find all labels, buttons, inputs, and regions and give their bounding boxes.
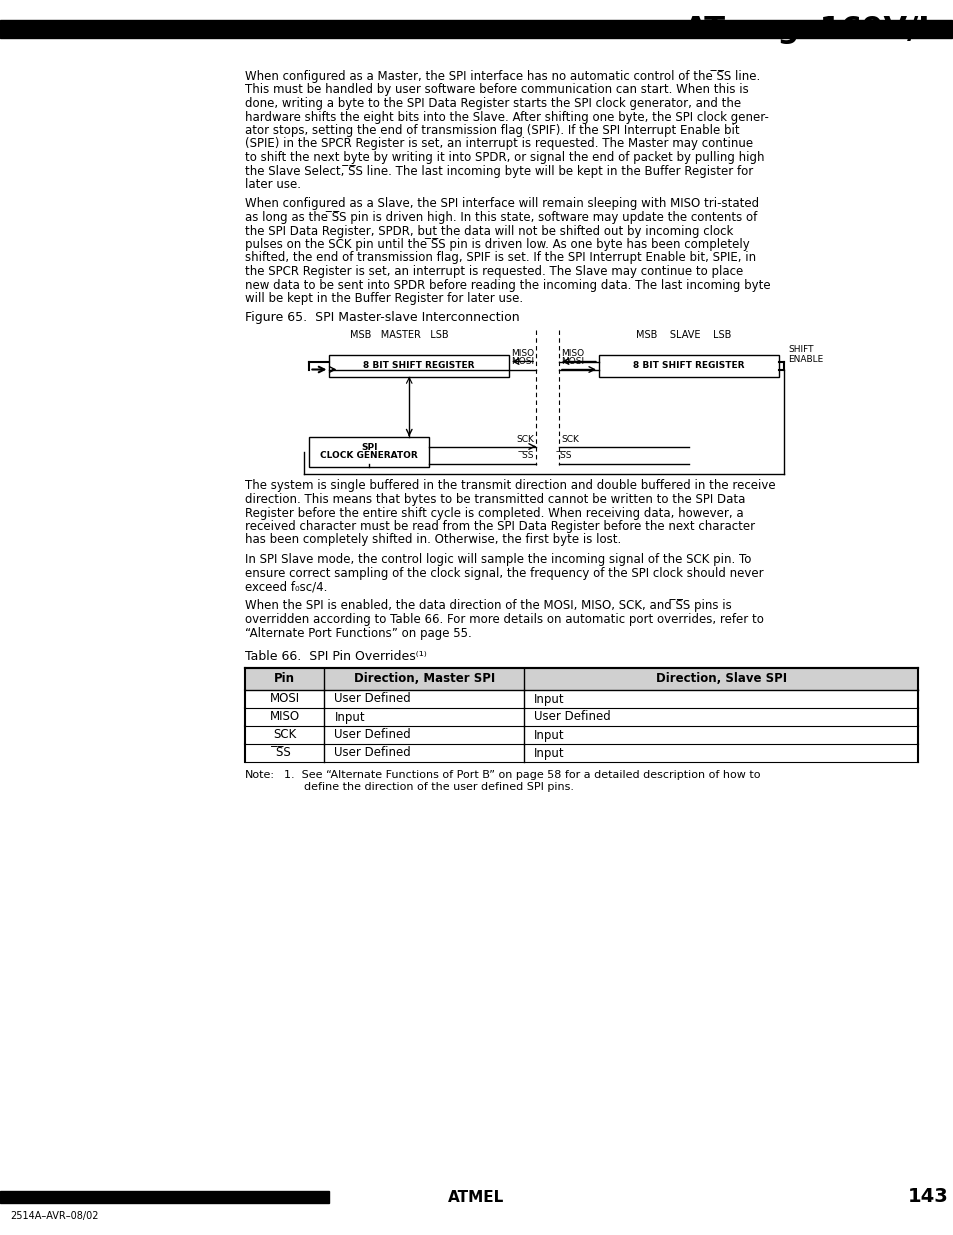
Text: to shift the next byte by writing it into SPDR, or signal the end of packet by p: to shift the next byte by writing it int…: [244, 151, 763, 164]
Text: Table 66.  SPI Pin Overrides⁽¹⁾: Table 66. SPI Pin Overrides⁽¹⁾: [244, 650, 426, 663]
Bar: [329, 354, 509, 377]
Text: ̅S̅S: ̅S̅S: [560, 452, 572, 461]
Text: Input: Input: [534, 693, 564, 705]
Text: Direction, Master SPI: Direction, Master SPI: [354, 673, 495, 685]
Text: MISO: MISO: [269, 710, 299, 724]
Text: 2514A–AVR–08/02: 2514A–AVR–08/02: [10, 1212, 98, 1221]
Text: The system is single buffered in the transmit direction and double buffered in t: The system is single buffered in the tra…: [244, 479, 775, 493]
Text: (SPIE) in the SPCR Register is set, an interrupt is requested. The Master may co: (SPIE) in the SPCR Register is set, an i…: [244, 137, 752, 151]
Text: ̅S̅S: ̅S̅S: [522, 452, 534, 461]
Text: Figure 65.  SPI Master-slave Interconnection: Figure 65. SPI Master-slave Interconnect…: [244, 311, 518, 325]
Text: received character must be read from the SPI Data Register before the next chara: received character must be read from the…: [244, 520, 754, 534]
Text: When configured as a Slave, the SPI interface will remain sleeping with MISO tri: When configured as a Slave, the SPI inte…: [244, 198, 758, 210]
Bar: [244, 668, 918, 690]
Text: has been completely shifted in. Otherwise, the first byte is lost.: has been completely shifted in. Otherwis…: [244, 534, 620, 547]
Text: Register before the entire shift cycle is completed. When receiving data, howeve: Register before the entire shift cycle i…: [244, 506, 742, 520]
Text: new data to be sent into SPDR before reading the incoming data. The last incomin: new data to be sent into SPDR before rea…: [244, 279, 769, 291]
Text: the SPCR Register is set, an interrupt is requested. The Slave may continue to p: the SPCR Register is set, an interrupt i…: [244, 266, 742, 278]
Text: ensure correct sampling of the clock signal, the frequency of the SPI clock shou: ensure correct sampling of the clock sig…: [244, 567, 762, 579]
Text: the Slave Select, ̅S̅S line. The last incoming byte will be kept in the Buffer R: the Slave Select, ̅S̅S line. The last in…: [244, 164, 752, 178]
Text: Input: Input: [534, 746, 564, 760]
Text: done, writing a byte to the SPI Data Register starts the SPI clock generator, an: done, writing a byte to the SPI Data Reg…: [244, 98, 740, 110]
Text: SCK: SCK: [560, 435, 578, 443]
Text: will be kept in the Buffer Register for later use.: will be kept in the Buffer Register for …: [244, 291, 522, 305]
Text: Direction, Slave SPI: Direction, Slave SPI: [655, 673, 786, 685]
Text: the SPI Data Register, SPDR, but the data will not be shifted out by incoming cl: the SPI Data Register, SPDR, but the dat…: [244, 225, 732, 237]
Text: Input: Input: [334, 710, 365, 724]
Bar: [0, 20, 951, 38]
Text: overridden according to Table 66. For more details on automatic port overrides, : overridden according to Table 66. For mo…: [244, 613, 762, 626]
Text: User Defined: User Defined: [534, 710, 610, 724]
Text: SCK: SCK: [273, 729, 295, 741]
Text: ATmega169V/L: ATmega169V/L: [683, 15, 937, 43]
Bar: [309, 436, 429, 467]
Text: MOSI: MOSI: [269, 693, 299, 705]
Text: Input: Input: [534, 729, 564, 741]
Text: User Defined: User Defined: [334, 746, 411, 760]
Text: MSB   MASTER   LSB: MSB MASTER LSB: [350, 331, 448, 341]
Text: “Alternate Port Functions” on page 55.: “Alternate Port Functions” on page 55.: [244, 626, 471, 640]
Text: User Defined: User Defined: [334, 729, 411, 741]
Text: exceed f₀sc/4.: exceed f₀sc/4.: [244, 580, 327, 593]
Text: SHIFT
ENABLE: SHIFT ENABLE: [788, 345, 823, 364]
Text: When configured as a Master, the SPI interface has no automatic control of the ̅: When configured as a Master, the SPI int…: [244, 70, 759, 83]
Bar: [0, 1191, 329, 1203]
Text: SCK: SCK: [516, 435, 534, 443]
Text: 8 BIT SHIFT REGISTER: 8 BIT SHIFT REGISTER: [363, 361, 475, 370]
Text: 143: 143: [907, 1188, 947, 1207]
Text: direction. This means that bytes to be transmitted cannot be written to the SPI : direction. This means that bytes to be t…: [244, 493, 744, 506]
Text: 8 BIT SHIFT REGISTER: 8 BIT SHIFT REGISTER: [632, 361, 743, 370]
Text: shifted, the end of transmission flag, SPIF is set. If the SPI Interrupt Enable : shifted, the end of transmission flag, S…: [244, 252, 755, 264]
Text: as long as the ̅S̅S pin is driven high. In this state, software may update the c: as long as the ̅S̅S pin is driven high. …: [244, 211, 756, 224]
Text: MISO: MISO: [560, 350, 583, 358]
Text: 1.  See “Alternate Functions of Port B” on page 58 for a detailed description of: 1. See “Alternate Functions of Port B” o…: [284, 769, 760, 781]
Text: ̅S̅S: ̅S̅S: [276, 746, 292, 760]
Text: In SPI Slave mode, the control logic will sample the incoming signal of the SCK : In SPI Slave mode, the control logic wil…: [244, 553, 750, 566]
Text: This must be handled by user software before communication can start. When this : This must be handled by user software be…: [244, 84, 747, 96]
Text: Note:: Note:: [244, 769, 274, 781]
Text: CLOCK GENERATOR: CLOCK GENERATOR: [320, 451, 417, 459]
Text: MSB    SLAVE    LSB: MSB SLAVE LSB: [636, 331, 731, 341]
Text: MISO: MISO: [511, 350, 534, 358]
Text: Pin: Pin: [274, 673, 294, 685]
Text: later use.: later use.: [244, 178, 300, 191]
Text: pulses on the SCK pin until the ̅S̅S pin is driven low. As one byte has been com: pulses on the SCK pin until the ̅S̅S pin…: [244, 238, 748, 251]
Text: ATMEL: ATMEL: [448, 1189, 504, 1204]
Text: hardware shifts the eight bits into the Slave. After shifting one byte, the SPI : hardware shifts the eight bits into the …: [244, 110, 767, 124]
Text: MOSI: MOSI: [511, 357, 534, 367]
Text: define the direction of the user defined SPI pins.: define the direction of the user defined…: [304, 782, 574, 792]
Text: MOSI: MOSI: [560, 357, 583, 367]
Text: When the SPI is enabled, the data direction of the MOSI, MISO, SCK, and ̅S̅S pin: When the SPI is enabled, the data direct…: [244, 599, 731, 613]
Bar: [598, 354, 778, 377]
Text: SPI: SPI: [360, 443, 377, 452]
Text: ator stops, setting the end of transmission flag (SPIF). If the SPI Interrupt En: ator stops, setting the end of transmiss…: [244, 124, 739, 137]
Text: User Defined: User Defined: [334, 693, 411, 705]
